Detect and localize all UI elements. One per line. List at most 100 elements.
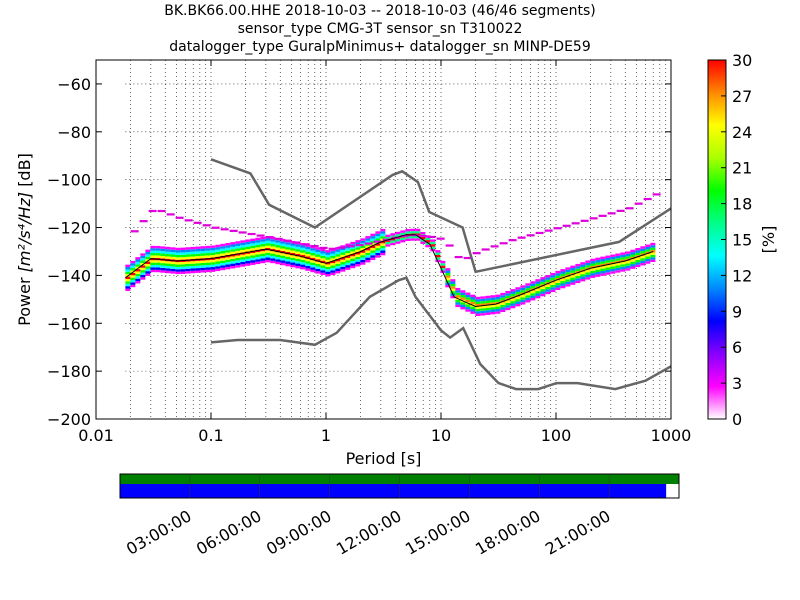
psd-cell — [645, 261, 651, 264]
colorbar-tick-label: 24 — [732, 123, 752, 142]
psd-cell — [315, 266, 321, 269]
psd-cell — [480, 305, 486, 309]
psd-cell — [320, 263, 326, 266]
psd-cell — [540, 293, 546, 297]
psd-cell — [190, 256, 196, 259]
psd-cell — [255, 261, 261, 265]
psd-cell — [235, 257, 241, 261]
psd-cell — [320, 258, 326, 261]
psd-cell — [240, 264, 246, 267]
psd-cell — [175, 216, 184, 219]
psd-cell — [365, 257, 371, 261]
psd-cell — [470, 306, 476, 310]
psd-cell — [405, 231, 411, 234]
psd-cell — [245, 241, 251, 245]
psd-cell — [165, 254, 171, 257]
psd-cell — [645, 258, 651, 262]
psd-cell — [125, 286, 131, 289]
psd-cell — [650, 259, 656, 263]
psd-cell — [625, 256, 631, 259]
psd-cell — [375, 233, 381, 237]
psd-cell — [265, 255, 271, 258]
psd-cell — [160, 253, 166, 256]
psd-cell — [145, 268, 151, 272]
psd-cell — [265, 257, 271, 260]
psd-cell — [205, 267, 211, 270]
psd-cell — [250, 260, 256, 263]
psd-cell — [290, 243, 296, 246]
psd-cell — [225, 242, 231, 246]
psd-cell — [155, 267, 161, 270]
psd-cell — [390, 238, 396, 241]
psd-cell — [465, 292, 471, 295]
psd-cell — [545, 289, 551, 292]
psd-cell — [580, 264, 586, 267]
psd-cell — [235, 265, 241, 268]
psd-cell — [170, 252, 176, 255]
psd-cell — [495, 299, 501, 302]
psd-cell — [295, 256, 301, 259]
psd-cell — [570, 268, 576, 271]
psd-cell — [550, 275, 556, 278]
psd-cell — [517, 236, 526, 239]
psd-cell — [355, 254, 361, 257]
psd-cell — [500, 309, 506, 313]
psd-cell — [510, 301, 516, 304]
psd-cell — [285, 247, 291, 250]
psd-cell — [195, 268, 201, 271]
psd-cell — [145, 263, 151, 267]
psd-cell — [620, 264, 626, 267]
psd-cell — [125, 288, 131, 291]
psd-cell — [335, 256, 341, 260]
psd-cell — [575, 263, 581, 267]
psd-cell — [355, 259, 361, 262]
psd-cell — [135, 269, 141, 272]
psd-cell — [435, 252, 441, 255]
psd-cell — [560, 273, 566, 277]
psd-cell — [565, 269, 571, 273]
psd-cell — [150, 245, 156, 249]
psd-cell — [520, 299, 526, 303]
psd-cell — [125, 269, 131, 272]
psd-cell — [190, 249, 196, 252]
psd-cell — [145, 261, 151, 264]
psd-cell — [360, 259, 366, 263]
psd-cell — [600, 256, 606, 260]
psd-cell — [630, 252, 636, 255]
psd-cell — [300, 266, 306, 270]
psd-cell — [270, 253, 276, 256]
psd-cell — [530, 283, 536, 287]
psd-cell — [620, 266, 626, 270]
psd-cell — [265, 250, 271, 253]
psd-cell — [470, 299, 476, 302]
psd-cell — [450, 295, 456, 299]
psd-cell — [365, 255, 371, 258]
psd-cell — [160, 265, 166, 268]
psd-cell — [135, 261, 141, 265]
plot-frame — [95, 59, 672, 420]
psd-cell — [515, 287, 521, 290]
psd-cell — [165, 246, 171, 250]
psd-cell — [575, 268, 581, 272]
psd-cell — [305, 265, 311, 269]
psd-cell — [290, 257, 296, 261]
psd-cell — [550, 287, 556, 290]
psd-cell — [310, 253, 316, 256]
psd-cell — [205, 248, 211, 251]
psd-cell — [150, 250, 156, 254]
psd-cell — [330, 265, 336, 268]
psd-cell — [305, 268, 311, 271]
psd-cell — [320, 253, 326, 256]
psd-cell — [305, 251, 311, 255]
psd-cell — [275, 247, 281, 250]
psd-cell — [530, 286, 536, 289]
psd-cell — [530, 293, 536, 296]
colorbar-tick-label: 30 — [732, 51, 752, 70]
psd-cell — [510, 303, 516, 306]
psd-cell — [210, 247, 216, 251]
psd-cell — [240, 257, 246, 260]
psd-cell — [455, 290, 461, 293]
y-tick-label: −140 — [47, 266, 91, 285]
colorbar: 0 3 6 9 12 15 18 21 24 27 30 [%] — [707, 51, 778, 429]
